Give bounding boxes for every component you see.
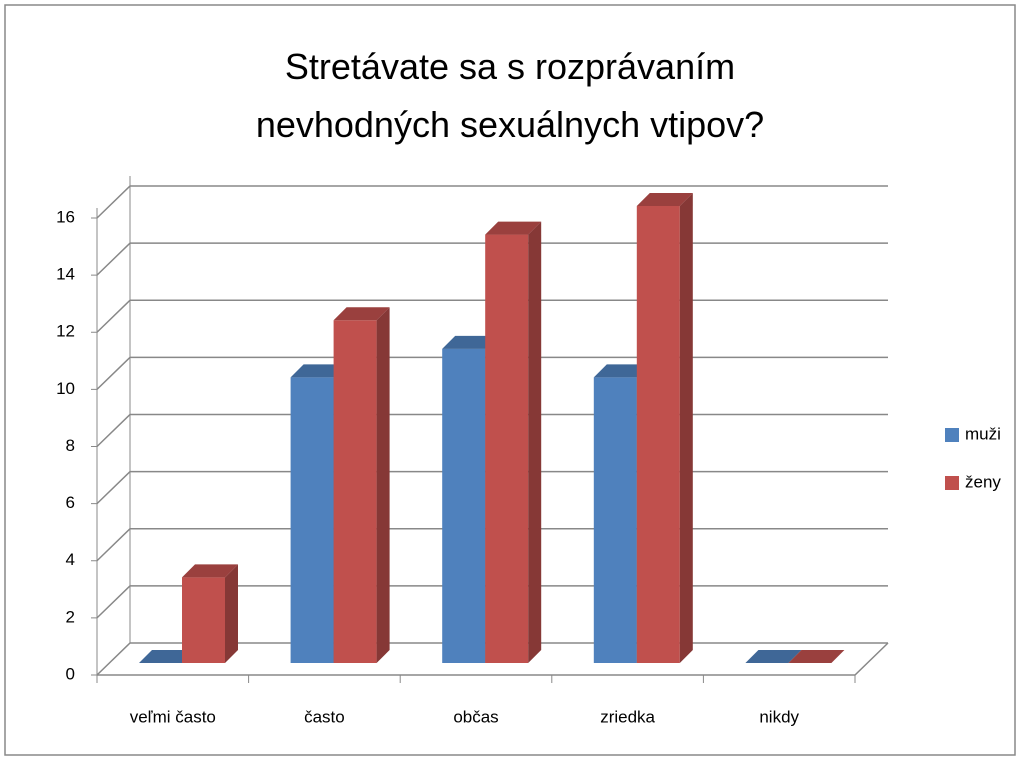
y-tick-label: 4 <box>66 550 75 569</box>
bar-top <box>333 307 390 321</box>
y-tick-label: 6 <box>66 493 75 512</box>
y-tick-label: 12 <box>56 322 75 341</box>
chart-title: Stretávate sa s rozprávaním nevhodných s… <box>255 46 765 145</box>
x-tick-label: nikdy <box>759 707 799 726</box>
bar <box>636 193 693 663</box>
bar-front <box>442 348 486 663</box>
y-tick-label: 16 <box>56 207 75 226</box>
x-tick-label: zriedka <box>600 707 655 726</box>
bar-top <box>182 564 238 578</box>
bar-front <box>182 577 225 663</box>
legend-label: ženy <box>965 472 1001 491</box>
bar-front <box>593 377 637 663</box>
x-tick-label: často <box>304 707 345 726</box>
bar <box>745 650 802 663</box>
bar-top <box>745 650 802 663</box>
bar-front <box>636 206 680 663</box>
bar <box>182 564 238 663</box>
bar <box>788 650 845 663</box>
bar <box>139 650 195 663</box>
bar-top <box>788 650 845 663</box>
legend-swatch <box>945 476 959 490</box>
bar-top <box>485 221 542 235</box>
x-tick-label: veľmi často <box>130 707 216 726</box>
bar-top <box>636 193 693 206</box>
bar-top <box>139 650 195 663</box>
legend-swatch <box>945 428 959 442</box>
bar-side <box>225 564 238 663</box>
y-tick-label: 0 <box>66 664 75 683</box>
y-tick-label: 8 <box>66 436 75 455</box>
bar-side <box>679 193 693 663</box>
y-tick-label: 14 <box>56 265 75 284</box>
bar-side <box>528 221 542 663</box>
bar-top <box>290 364 347 378</box>
bar-top <box>442 335 499 349</box>
bar <box>333 307 390 663</box>
bar-front <box>290 377 334 663</box>
y-tick-label: 2 <box>66 607 75 626</box>
bar-front <box>333 320 377 663</box>
bar <box>485 221 542 663</box>
bar-front <box>485 234 529 663</box>
bar-top <box>593 364 650 378</box>
bar-side <box>376 307 390 663</box>
y-tick-label: 10 <box>56 379 75 398</box>
x-tick-label: občas <box>453 707 498 726</box>
legend-label: muži <box>965 424 1001 443</box>
